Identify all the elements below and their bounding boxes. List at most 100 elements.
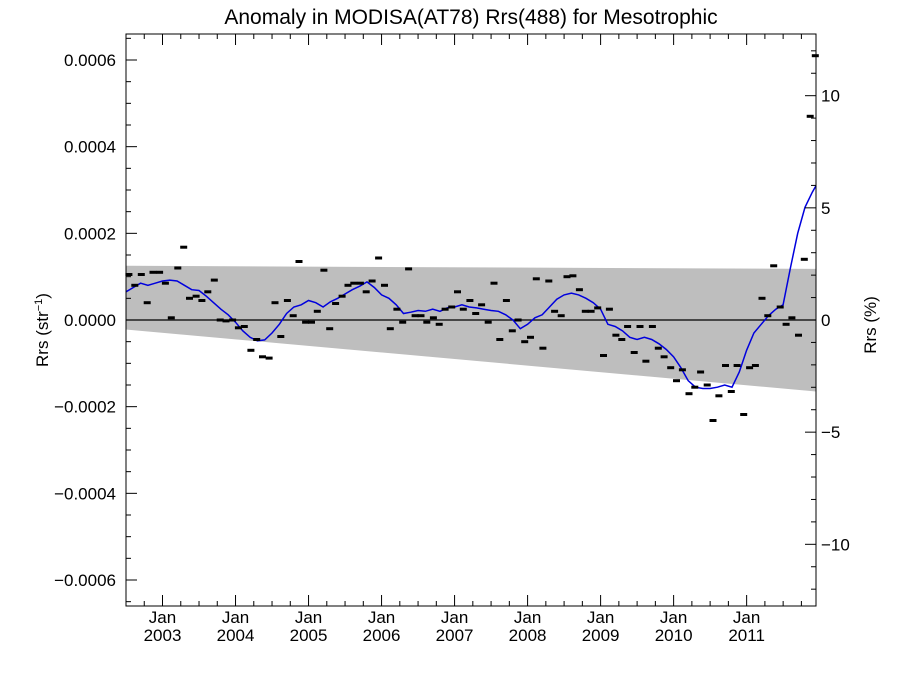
data-point [770,264,778,268]
x-tick-label-year: 2006 [363,626,401,645]
data-point [435,322,443,326]
data-point [399,320,407,324]
data-point [386,327,394,331]
data-point [648,325,656,328]
data-point [375,256,383,260]
data-point [703,383,711,387]
x-tick-label-month: Jan [660,608,687,627]
data-point [709,419,717,422]
data-point [362,290,370,294]
axes-layer: 0.0006 0.0004 0.0002 0.0000 −0.0002 −0.0004 −0… [54,33,850,645]
y-axis-right-label: Rrs (%) [861,296,880,354]
y-right-tick-label: 10 [821,87,840,106]
data-point [454,290,461,294]
data-point [569,274,577,278]
data-point [326,327,334,331]
data-point [478,303,486,307]
data-point [563,275,571,279]
data-point [667,366,675,370]
data-point [600,354,607,357]
data-point [472,312,480,315]
data-point [448,305,456,309]
data-point [204,290,212,294]
data-point [806,114,814,118]
y-right-tick-label: −10 [821,535,850,554]
data-point [423,320,431,324]
data-point [751,364,759,367]
data-point [302,320,310,324]
data-point [466,299,474,302]
data-point [660,355,668,359]
data-point [161,281,169,285]
data-point [381,283,388,287]
data-point [125,273,133,276]
data-point [459,307,467,311]
data-point [131,283,139,287]
data-point [253,338,261,341]
data-point [210,278,218,282]
data-point [265,356,273,360]
x-tick-label-month: Jan [368,608,395,627]
y-right-tick-label: 5 [821,199,830,218]
x-tick-label-month: Jan [441,608,468,627]
data-point [393,307,401,311]
y-left-tick-label: −0.0002 [54,398,116,417]
smoothed-series-layer [125,185,817,390]
data-point [551,309,559,313]
x-tick-label-year: 2004 [217,626,255,645]
x-tick-label-year: 2003 [144,626,182,645]
data-point [277,335,285,338]
data-point [332,302,340,305]
data-point [722,364,729,367]
data-point [247,348,255,352]
data-point [350,281,358,285]
data-point [271,301,279,305]
data-point [521,340,529,344]
data-point [727,390,735,393]
data-point [539,346,547,350]
data-point [630,351,638,354]
data-point [594,306,602,310]
data-point [405,267,413,271]
data-point [758,296,766,300]
data-point [229,318,237,322]
data-point [429,316,437,320]
data-point [417,314,425,318]
uncertainty-band-layer [126,265,816,392]
y-right-tick-label: −5 [821,423,840,442]
y-left-tick-label: 0.0004 [64,138,116,157]
data-point [746,366,754,370]
x-tick-label-year: 2005 [290,626,328,645]
data-point [685,392,693,396]
data-point [156,270,164,274]
data-point [673,379,680,383]
data-point [715,394,723,398]
data-point [514,318,522,322]
data-point [198,299,206,302]
monthly-points-layer [125,54,819,422]
data-point [678,368,686,372]
data-point [508,329,516,333]
data-point [234,326,242,330]
data-point [502,299,510,302]
data-point [149,270,157,274]
data-point [811,54,819,58]
y-left-tick-label: 0.0002 [64,224,116,243]
data-point [441,307,449,311]
data-point [581,309,589,313]
data-point [527,335,534,339]
data-point [642,359,650,363]
data-point [313,309,321,313]
data-point [764,314,772,318]
y-left-tick-label: 0.0000 [64,311,116,330]
data-point [143,301,151,305]
data-point [587,309,595,313]
data-point [180,245,188,249]
data-point [222,319,230,323]
data-point [338,294,346,298]
data-point [691,385,699,389]
data-point [532,277,540,281]
data-point [697,370,705,374]
data-point [240,325,248,328]
data-point [368,279,376,283]
